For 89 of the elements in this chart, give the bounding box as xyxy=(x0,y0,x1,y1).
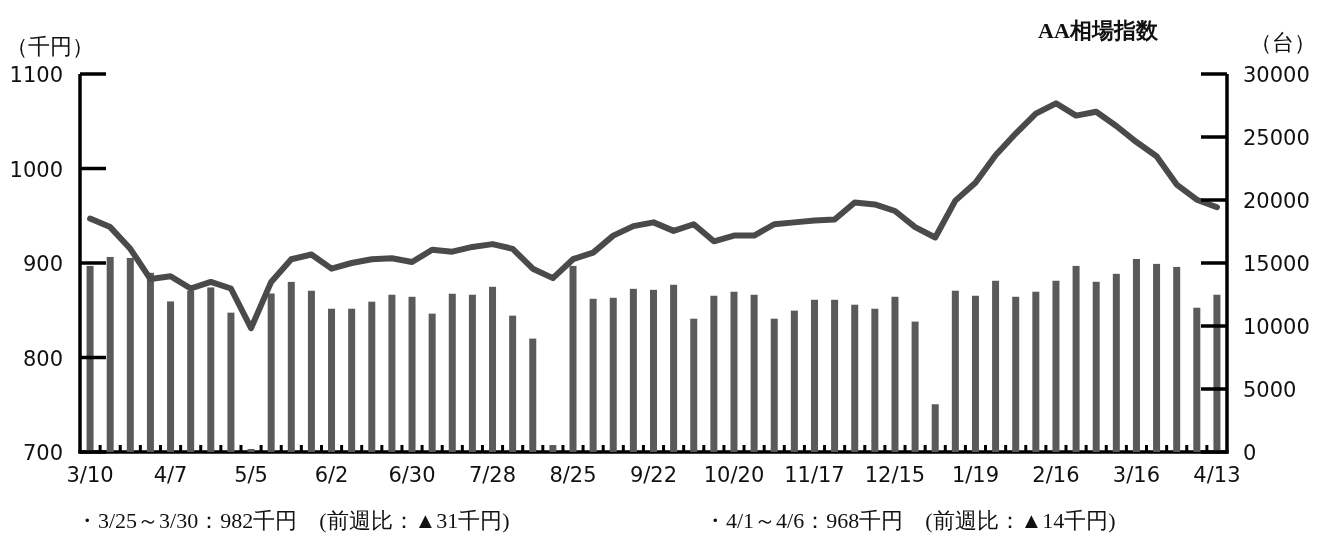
bar xyxy=(368,301,376,452)
x-tick-label: 2/16 xyxy=(1032,463,1080,487)
y2-axis-title: （台） xyxy=(1250,30,1316,55)
bar xyxy=(931,404,939,452)
bar xyxy=(1193,307,1201,452)
y2-tick-label: 25000 xyxy=(1243,126,1310,150)
bar xyxy=(851,304,859,452)
bar xyxy=(810,299,818,452)
bar xyxy=(951,290,959,452)
text: ・3/25～3/30：982千円 (前週比：▲31千円) xyxy=(76,508,510,533)
bar xyxy=(1112,273,1120,452)
bar xyxy=(770,318,778,452)
x-tick-label: 3/10 xyxy=(66,463,114,487)
x-tick-label: 5/5 xyxy=(234,463,268,487)
bar xyxy=(670,284,678,452)
bar xyxy=(1092,281,1100,452)
bar xyxy=(287,281,295,452)
bar xyxy=(690,318,698,452)
x-tick-label: 11/17 xyxy=(784,463,845,487)
bar xyxy=(167,301,175,452)
bar xyxy=(146,272,154,452)
bar xyxy=(328,308,336,452)
y2-tick-label: 15000 xyxy=(1243,252,1310,276)
bar xyxy=(1052,280,1060,452)
bar xyxy=(247,448,255,452)
y-tick-label: 800 xyxy=(22,346,63,371)
x-tick-label: 12/15 xyxy=(864,463,926,487)
bar xyxy=(1012,296,1020,452)
x-tick-label: 7/28 xyxy=(468,463,517,487)
x-tick-label: 8/25 xyxy=(549,463,597,487)
bar xyxy=(86,265,94,452)
bar xyxy=(348,308,356,452)
bar xyxy=(468,294,476,452)
x-tick-label: 9/22 xyxy=(629,463,678,487)
bar xyxy=(609,297,617,452)
bar xyxy=(106,256,114,452)
y-axis-title: （千円） xyxy=(6,34,94,59)
bar xyxy=(790,310,798,452)
bar xyxy=(388,294,396,452)
bar xyxy=(992,280,1000,452)
y2-tick-label: 30000 xyxy=(1243,63,1310,87)
bar xyxy=(891,296,899,452)
bar xyxy=(549,445,557,452)
x-tick-label: 4/13 xyxy=(1193,463,1241,487)
bar xyxy=(971,295,979,452)
bar xyxy=(650,289,657,452)
bar xyxy=(831,299,839,452)
bar xyxy=(428,313,436,452)
bar xyxy=(911,321,919,452)
x-tick-label: 6/30 xyxy=(388,463,436,487)
bar xyxy=(589,298,597,452)
bar xyxy=(1132,258,1140,452)
y-tick-label: 1000 xyxy=(9,157,63,182)
x-tick-label: 10/20 xyxy=(703,463,765,487)
y-tick-label: 1100 xyxy=(9,63,63,87)
bar xyxy=(448,293,456,452)
y2-tick-label: 5000 xyxy=(1243,378,1297,402)
bar xyxy=(509,315,517,452)
bar xyxy=(489,286,497,452)
bar xyxy=(408,296,416,452)
x-tick-label: 6/2 xyxy=(314,463,349,487)
bar xyxy=(569,265,577,452)
bar xyxy=(126,257,134,452)
y-tick-label: 700 xyxy=(22,441,63,465)
x-tick-label: 1/19 xyxy=(951,463,1000,487)
bar xyxy=(629,288,637,452)
bar xyxy=(529,338,537,452)
bar xyxy=(1032,291,1040,452)
bar xyxy=(730,291,738,452)
bar xyxy=(710,295,718,452)
bar xyxy=(307,290,315,452)
bar xyxy=(1153,263,1161,452)
text: ・4/1～4/6：968千円 (前週比：▲14千円) xyxy=(704,508,1116,533)
x-tick-label: 3/16 xyxy=(1112,463,1161,487)
bar xyxy=(1072,265,1080,452)
y-tick-label: 900 xyxy=(22,252,63,276)
x-tick-label: 4/7 xyxy=(153,463,188,487)
bar xyxy=(750,294,758,452)
y2-tick-label: 0 xyxy=(1243,441,1257,465)
bar xyxy=(267,293,275,452)
y2-tick-label: 10000 xyxy=(1243,315,1310,339)
chart-title: AA相場指数 xyxy=(1038,18,1159,43)
bar xyxy=(187,290,195,452)
y2-tick-label: 20000 xyxy=(1243,189,1310,213)
bar xyxy=(871,308,879,452)
bar xyxy=(1173,266,1181,452)
bar xyxy=(1213,294,1221,452)
bar xyxy=(207,287,215,452)
bar xyxy=(227,312,235,452)
